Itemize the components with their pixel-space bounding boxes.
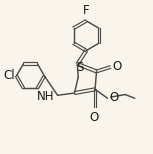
Text: O: O [90,111,99,124]
Text: Cl: Cl [3,69,15,82]
Text: O: O [109,91,118,104]
Text: O: O [112,60,121,73]
Text: S: S [76,61,84,74]
Text: NH: NH [36,89,54,103]
Text: F: F [83,4,90,17]
